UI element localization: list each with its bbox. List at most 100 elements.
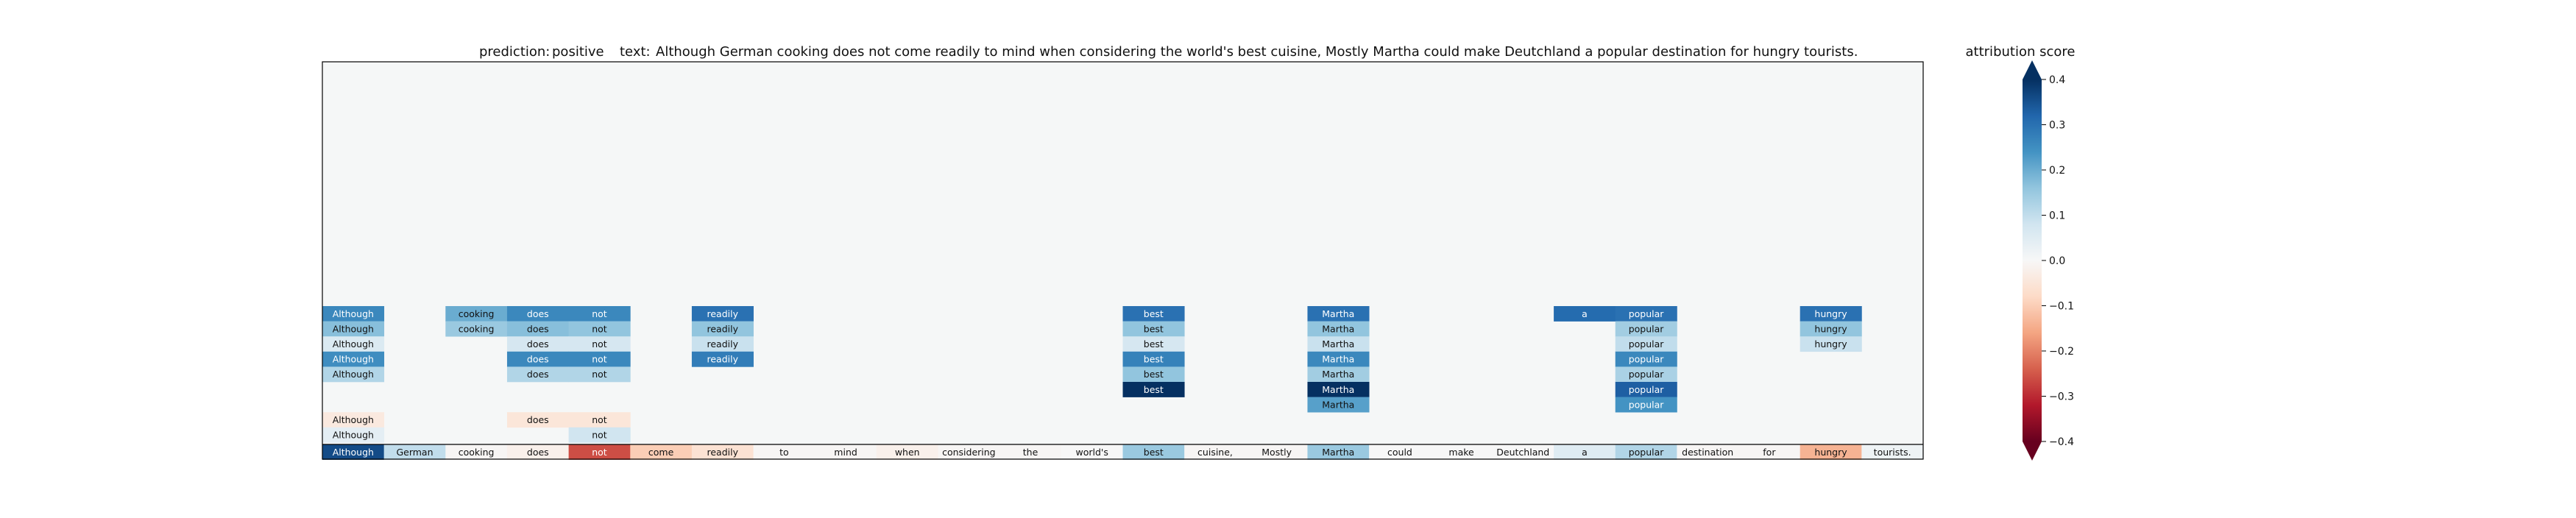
token-score-cell	[568, 444, 631, 460]
colorbar-tick-label: −0.4	[2049, 436, 2074, 448]
attribution-cell	[445, 321, 508, 337]
token-score-cell	[1800, 444, 1862, 460]
token-label: world's	[1075, 447, 1108, 458]
attribution-cell	[506, 366, 570, 383]
attribution-cells: Although cooking does not readily best Martha a…	[322, 306, 1862, 443]
attribution-cell	[691, 321, 754, 337]
attribution-cell	[1307, 382, 1370, 397]
attribution-cell	[506, 306, 570, 322]
attribution-cell	[568, 412, 631, 428]
token-score-row: Although German cooking does not come readily t…	[322, 444, 1924, 460]
plot-frame	[322, 61, 1924, 460]
token-label: best	[1144, 447, 1164, 458]
token-label: a	[1582, 447, 1588, 458]
attribution-cell-label: Although	[333, 323, 374, 334]
attribution-cell	[506, 336, 570, 352]
attribution-cell	[1307, 321, 1370, 337]
token-label: come	[648, 447, 674, 458]
token-label: when	[895, 447, 920, 458]
attribution-cell	[1122, 336, 1185, 352]
attribution-cell	[568, 366, 631, 383]
token-label: Martha	[1322, 447, 1354, 458]
attribution-cell-label: Although	[333, 430, 374, 441]
attribution-cell-label: not	[592, 308, 607, 319]
attribution-cell	[691, 306, 754, 322]
attribution-cell-label: best	[1144, 338, 1164, 350]
token-label: destination	[1682, 447, 1733, 458]
attribution-cell-label: best	[1144, 323, 1164, 334]
attribution-cell-label: readily	[707, 338, 739, 350]
token-score-cell	[1430, 444, 1493, 460]
attribution-cell-label: not	[592, 338, 607, 350]
token-score-cell	[999, 444, 1062, 460]
attribution-cell-label: Although	[333, 338, 374, 350]
attribution-cell	[1307, 306, 1370, 322]
token-label: not	[592, 447, 607, 458]
token-label: readily	[707, 447, 739, 458]
token-score-cell	[1861, 444, 1924, 460]
attribution-cell	[506, 412, 570, 428]
token-score-cell	[1307, 444, 1370, 460]
attribution-cell	[1615, 336, 1677, 352]
token-score-cell	[1492, 444, 1554, 460]
attribution-cell-label: best	[1144, 354, 1164, 365]
attribution-cell	[691, 351, 754, 367]
token-score-cell	[630, 444, 693, 460]
colorbar: attribution score −0.4 −0.3 −0.2 −0.1 0.0 0.1…	[1966, 44, 2075, 461]
colorbar-tick-label: 0.1	[2049, 210, 2065, 222]
attribution-cell-label: not	[592, 414, 607, 425]
token-score-cell	[322, 444, 385, 460]
attribution-cell-label: popular	[1629, 369, 1665, 380]
attribution-cell-label: does	[527, 354, 549, 365]
plot-area	[322, 62, 1923, 459]
token-label: German	[396, 447, 433, 458]
colorbar-tick-label: 0.4	[2049, 74, 2065, 86]
colorbar-extend-bottom	[2023, 441, 2042, 461]
attribution-cell-label: cooking	[459, 323, 495, 334]
input-text: Although German cooking does not come re…	[656, 44, 1858, 60]
attribution-cell-label: Martha	[1322, 338, 1354, 350]
attribution-cell	[1122, 306, 1185, 322]
token-label: mind	[834, 447, 857, 458]
token-score-cell	[1738, 444, 1801, 460]
attribution-cell-label: cooking	[459, 308, 495, 319]
token-label: tourists.	[1874, 447, 1911, 458]
colorbar-tick-label: 0.0	[2049, 255, 2065, 267]
attribution-cell	[1800, 336, 1862, 352]
token-label: Deutchland	[1496, 447, 1549, 458]
colorbar-gradient	[2023, 79, 2042, 441]
token-score-cell	[1184, 444, 1247, 460]
token-score-cell	[383, 444, 446, 460]
attribution-cell-label: Martha	[1322, 399, 1354, 410]
token-score-cell	[506, 444, 570, 460]
colorbar-tick-label: −0.3	[2049, 391, 2074, 403]
attribution-cell	[1122, 366, 1185, 383]
colorbar-ticks: −0.4 −0.3 −0.2 −0.1 0.0 0.1 0.2 0.3 0.4	[2042, 74, 2074, 448]
colorbar-tick-label: 0.3	[2049, 120, 2065, 132]
token-label: the	[1023, 447, 1038, 458]
token-score-cell	[938, 444, 1000, 460]
attribution-cell	[1615, 306, 1677, 322]
attribution-cell-label: does	[527, 308, 549, 319]
attribution-cell	[322, 336, 385, 352]
attribution-cell-label: not	[592, 354, 607, 365]
attribution-cell	[1800, 306, 1862, 322]
token-score-cell	[1554, 444, 1616, 460]
attribution-cell	[568, 306, 631, 322]
attribution-cell-label: popular	[1629, 384, 1665, 395]
token-score-cell	[445, 444, 508, 460]
attribution-cell-label: popular	[1629, 323, 1665, 334]
attribution-cell	[1307, 336, 1370, 352]
attribution-cell	[1307, 351, 1370, 367]
attribution-cell-label: not	[592, 430, 607, 441]
token-score-cell	[1615, 444, 1677, 460]
attribution-cell-label: does	[527, 338, 549, 350]
token-label: for	[1763, 447, 1776, 458]
attribution-cell	[322, 321, 385, 337]
attribution-cell	[1615, 321, 1677, 337]
attribution-cell-label: popular	[1629, 338, 1665, 350]
token-label: considering	[942, 447, 996, 458]
attribution-cell-label: popular	[1629, 354, 1665, 365]
attribution-cell	[322, 306, 385, 322]
prediction-label: positive	[552, 44, 604, 60]
